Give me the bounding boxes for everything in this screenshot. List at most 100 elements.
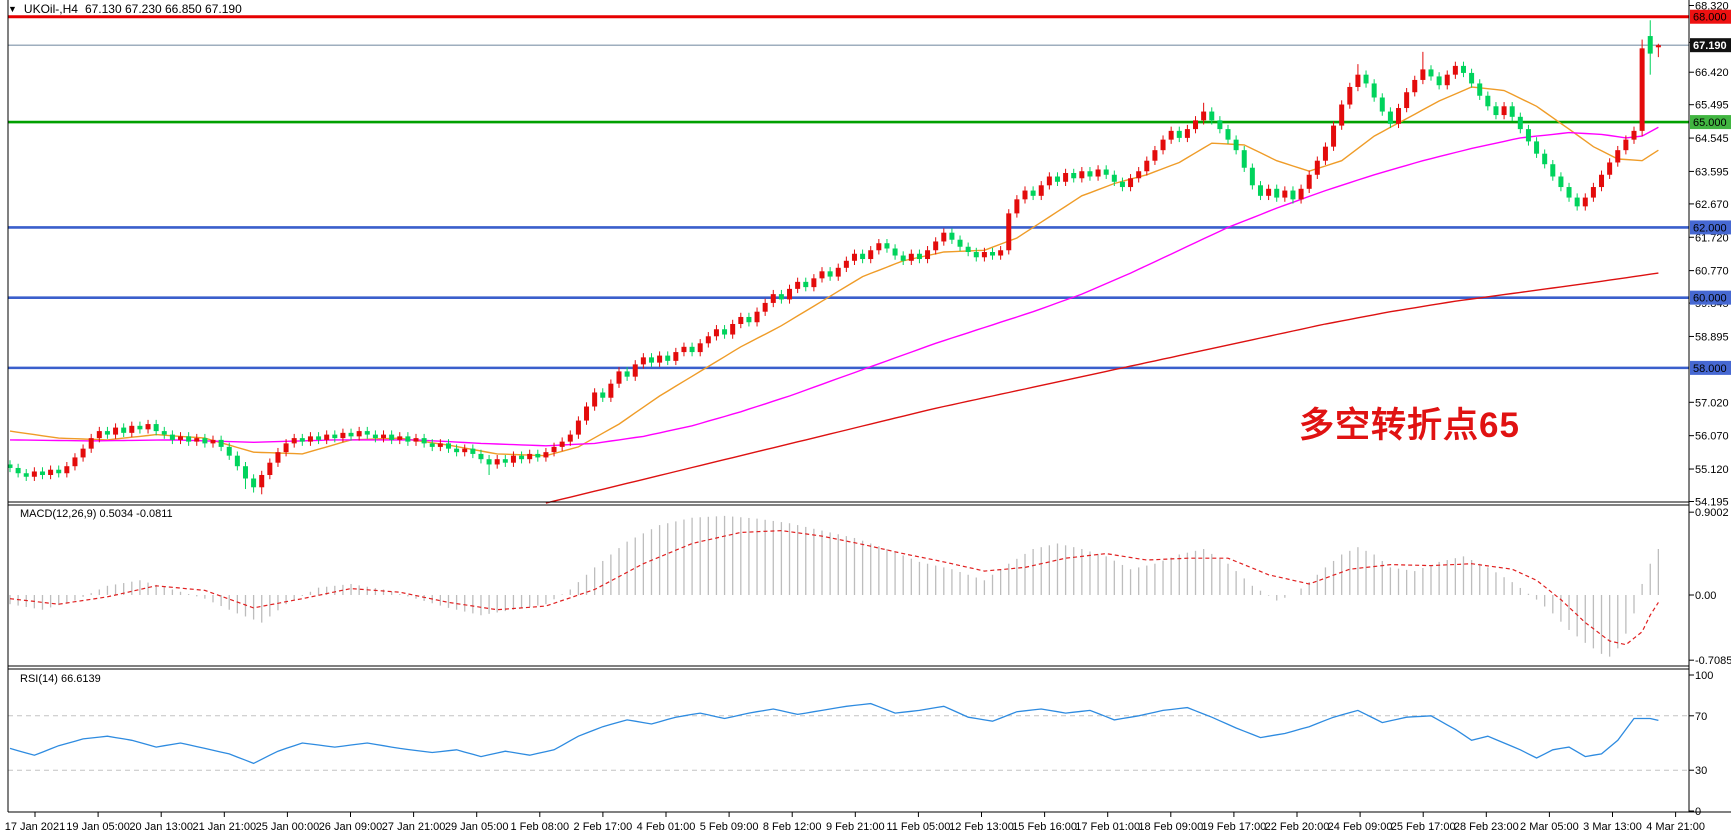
price-tick-label: 68.320 xyxy=(1695,1,1729,13)
panel-borders xyxy=(7,0,1731,813)
price-axis[interactable]: 68.32067.27066.42065.49564.54563.59562.6… xyxy=(1689,1,1731,818)
candle-body xyxy=(1599,174,1605,188)
candle-body xyxy=(39,471,45,475)
candle-body xyxy=(1006,213,1012,251)
candle-body xyxy=(543,452,549,458)
price-tick-label: 56.070 xyxy=(1695,431,1729,443)
candle-body xyxy=(1558,176,1564,188)
candle-body xyxy=(1566,187,1572,198)
candle-body xyxy=(1525,129,1531,142)
candle-body xyxy=(1030,190,1036,196)
candle-body xyxy=(884,243,890,249)
macd-panel[interactable] xyxy=(9,515,1660,657)
time-tick-label: 20 Jan 13:00 xyxy=(129,821,193,833)
price-tick-label: 61.720 xyxy=(1695,232,1729,244)
candle-body xyxy=(397,436,403,440)
macd-signal-line xyxy=(9,529,1659,646)
candle-body xyxy=(1550,164,1556,177)
time-tick-label: 11 Feb 05:00 xyxy=(886,821,950,833)
candle-body xyxy=(1046,176,1052,186)
candlesticks[interactable] xyxy=(7,20,1661,495)
symbol-dropdown-icon[interactable]: ▼ xyxy=(8,4,17,14)
candle-body xyxy=(462,448,468,453)
candle-body xyxy=(1582,197,1588,207)
candle-body xyxy=(1404,92,1410,109)
level-price-badge-label: 65.000 xyxy=(1693,117,1727,129)
candle-body xyxy=(502,459,508,463)
candle-body xyxy=(965,246,971,253)
level-price-badge xyxy=(1690,360,1731,375)
candle-body xyxy=(567,434,573,442)
time-tick-label: 2 Mar 05:00 xyxy=(1520,821,1579,833)
price-tick-label: 57.020 xyxy=(1695,397,1729,409)
candle-body xyxy=(1022,190,1028,200)
candle-body xyxy=(145,424,151,430)
ma-mid-magenta xyxy=(9,126,1659,447)
candle-body xyxy=(178,436,184,440)
time-tick-label: 15 Feb 16:00 xyxy=(1012,821,1077,833)
candle-body xyxy=(1298,188,1304,200)
rsi-panel[interactable] xyxy=(8,702,1689,771)
candle-body xyxy=(299,438,305,442)
candle-body xyxy=(1339,104,1345,126)
candle-body xyxy=(600,392,606,398)
candle-body xyxy=(251,478,257,488)
candle-body xyxy=(876,243,882,251)
candle-body xyxy=(762,302,768,312)
level-price-badge-label: 68.000 xyxy=(1693,12,1727,24)
time-tick-label: 3 Mar 13:00 xyxy=(1583,821,1642,833)
candle-body xyxy=(559,441,565,447)
candle-body xyxy=(851,253,857,261)
candle-body xyxy=(722,329,728,335)
macd-axis-label: 0.00 xyxy=(1695,590,1716,602)
candle-body xyxy=(981,252,987,258)
time-tick-label: 18 Feb 09:00 xyxy=(1138,821,1203,833)
candle-body xyxy=(1396,108,1402,124)
candle-body xyxy=(1079,171,1085,179)
candle-body xyxy=(1322,146,1328,161)
candle-body xyxy=(1014,199,1020,214)
time-tick-label: 4 Mar 21:00 xyxy=(1646,821,1705,833)
candle-body xyxy=(900,255,906,261)
candle-body xyxy=(470,448,476,454)
candle-body xyxy=(48,469,54,475)
candle-body xyxy=(1534,141,1540,154)
candle-body xyxy=(1379,97,1385,112)
candle-body xyxy=(941,232,947,242)
candle-body xyxy=(104,431,110,435)
candle-body xyxy=(1111,174,1117,182)
candle-body xyxy=(169,434,175,440)
candle-body xyxy=(372,434,378,439)
candle-body xyxy=(1152,150,1158,161)
time-tick-label: 22 Feb 20:00 xyxy=(1265,821,1330,833)
candle-body xyxy=(405,436,411,442)
candle-body xyxy=(632,364,638,377)
candle-body xyxy=(1655,45,1661,48)
candle-body xyxy=(990,252,996,256)
price-tick-label: 62.670 xyxy=(1695,199,1729,211)
chart-text-annotation[interactable]: 多空转折点65 xyxy=(1299,406,1520,445)
candle-body xyxy=(381,434,387,439)
candle-body xyxy=(80,448,86,458)
candle-body xyxy=(348,432,354,437)
candle-body xyxy=(527,453,533,460)
time-tick-label: 4 Feb 01:00 xyxy=(637,821,696,833)
rsi-indicator-label: RSI(14) 66.6139 xyxy=(20,673,101,685)
candle-body xyxy=(657,355,663,363)
candle-body xyxy=(1639,48,1645,131)
candle-body xyxy=(1176,130,1182,138)
candle-body xyxy=(1412,79,1418,93)
candle-body xyxy=(1436,76,1442,86)
candle-body xyxy=(811,278,817,288)
candle-body xyxy=(998,250,1004,256)
time-axis[interactable]: 17 Jan 2021 19 Jan 05:00 20 Jan 13:00 21 Ja… xyxy=(5,812,1705,833)
rsi-axis-label: 30 xyxy=(1695,765,1707,777)
candle-body xyxy=(1063,172,1069,182)
price-level-lines xyxy=(8,15,1689,370)
candle-body xyxy=(210,439,216,444)
candle-body xyxy=(1623,139,1629,151)
price-tick-label: 65.495 xyxy=(1695,100,1729,112)
time-tick-label: 26 Jan 09:00 xyxy=(319,821,383,833)
